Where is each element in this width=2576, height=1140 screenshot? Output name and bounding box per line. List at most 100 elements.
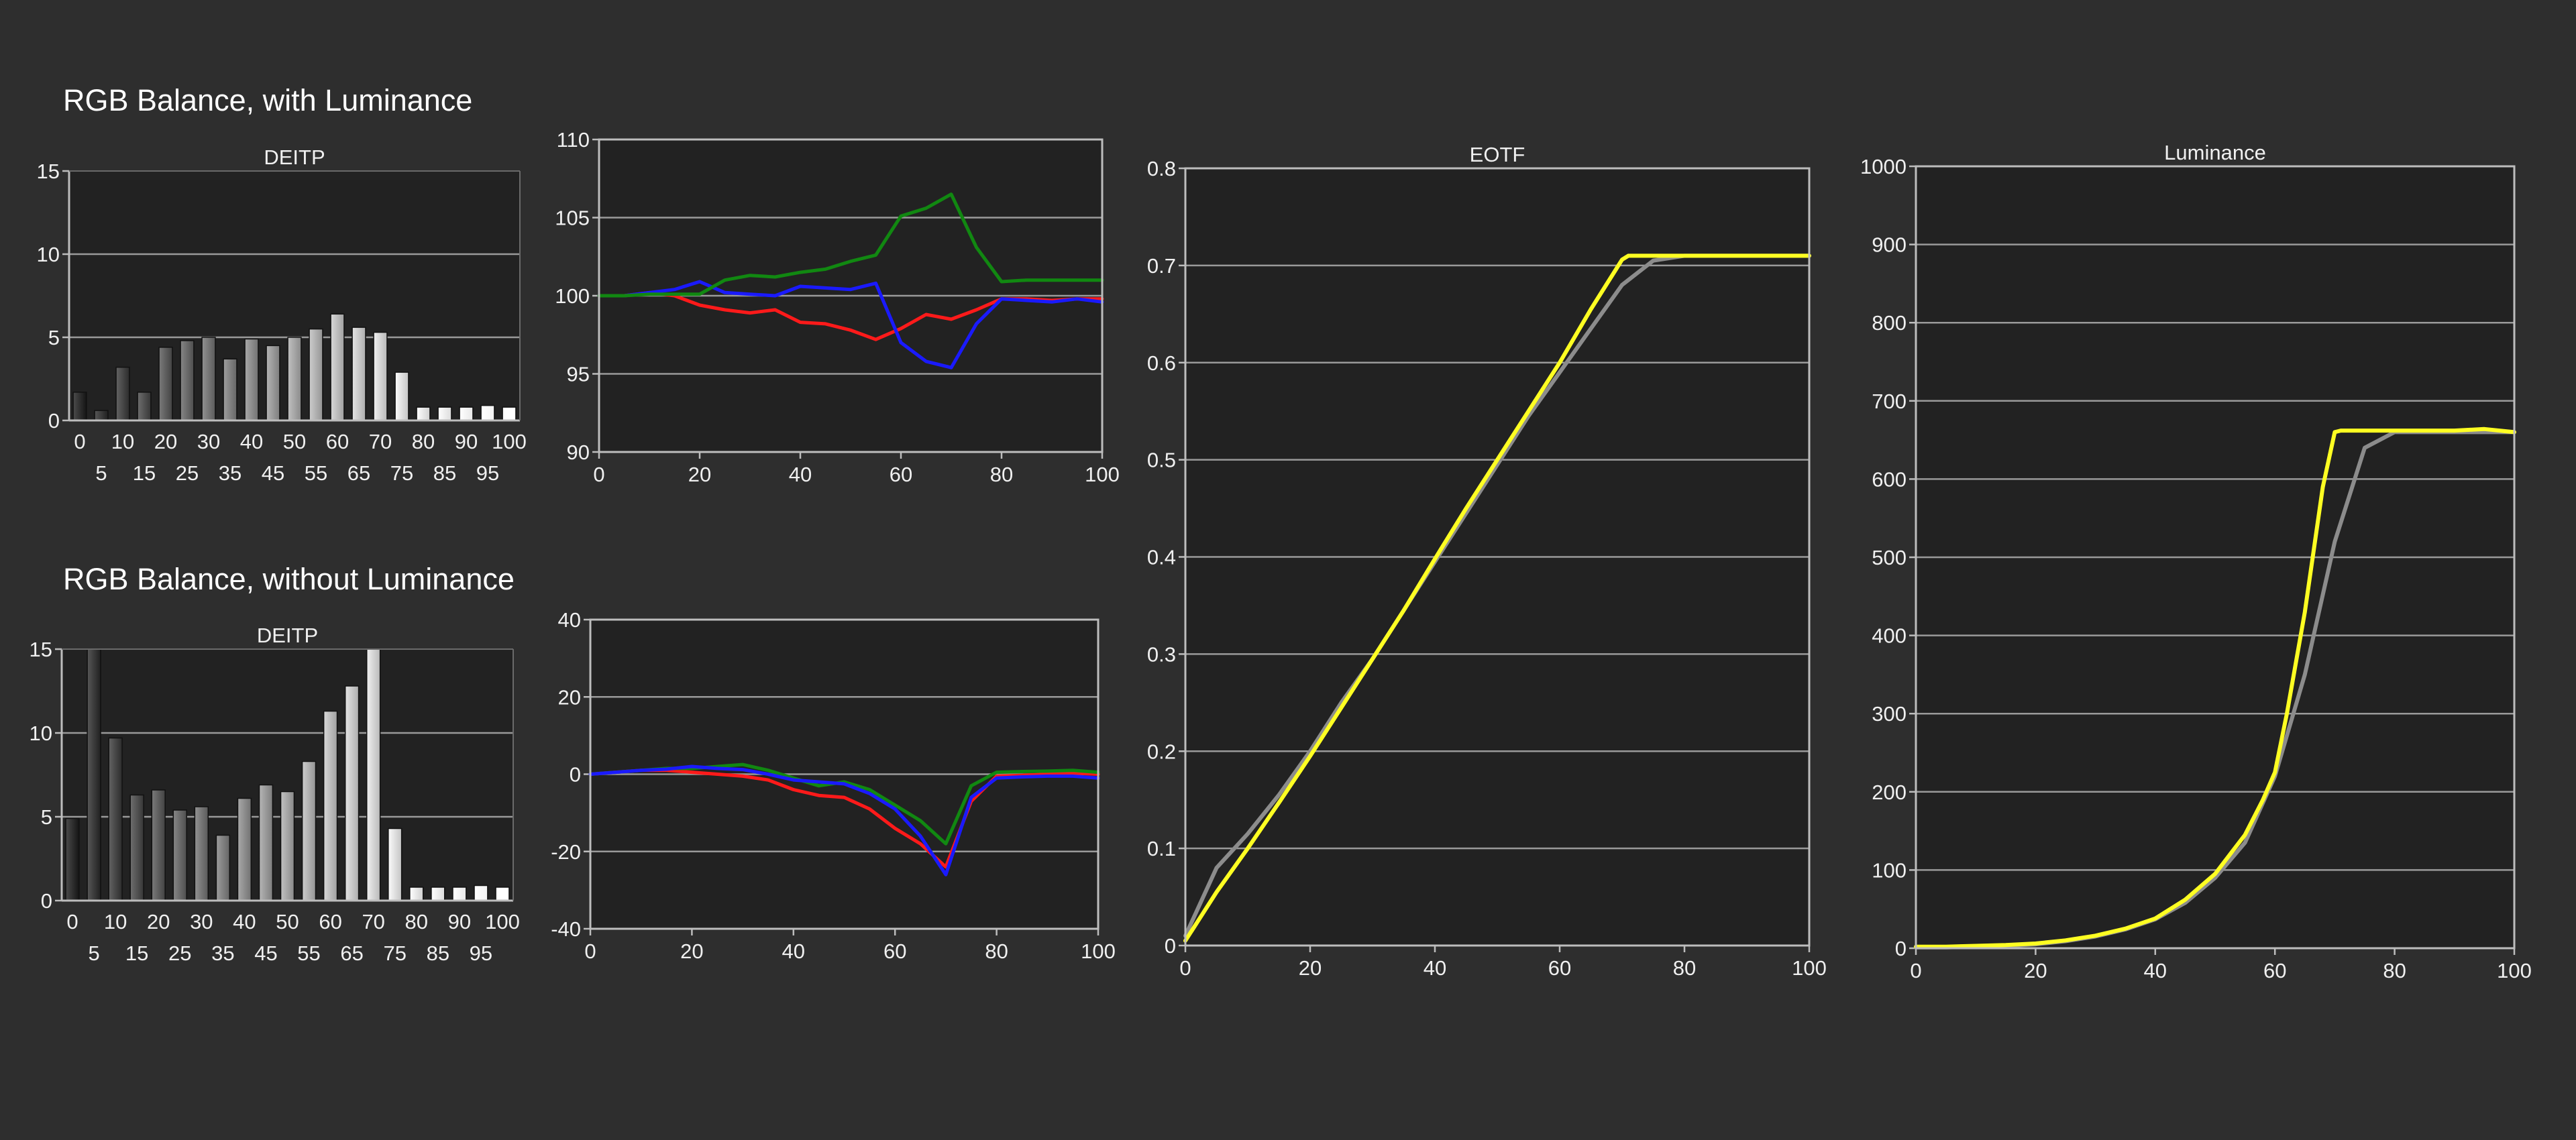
rgb-top-xtick-label: 60	[890, 463, 912, 486]
deitp-bottom-xtick-label: 40	[233, 910, 256, 933]
rgb-top-xtick-label: 100	[1085, 463, 1120, 486]
deitp-bottom-ytick-label: 0	[41, 889, 52, 913]
rgb-bottom-xtick-label: 0	[584, 939, 596, 963]
deitp-bottom-xtick-label: 75	[383, 942, 406, 965]
deitp-bottom-group: 051015DEITP05101520253035404550556065707…	[30, 624, 520, 965]
deitp-bottom-bar-45	[258, 784, 274, 901]
eotf-ytick-label: 0.1	[1147, 837, 1176, 860]
luminance-ytick-label: 700	[1872, 390, 1907, 413]
deitp-top-xtick-label: 60	[326, 430, 349, 453]
deitp-top-xtick-label: 70	[369, 430, 392, 453]
deitp-top-title: DEITP	[264, 146, 325, 169]
deitp-bottom-xtick-label: 90	[448, 910, 471, 933]
luminance-xtick-label: 100	[2497, 959, 2532, 982]
deitp-bottom-ytick-label: 15	[30, 638, 52, 661]
deitp-top-bar-85	[437, 406, 452, 421]
eotf-ytick-label: 0.7	[1147, 254, 1176, 278]
luminance-ytick-label: 600	[1872, 467, 1907, 491]
deitp-top-xtick-label: 55	[305, 461, 327, 485]
luminance-title: Luminance	[2164, 141, 2266, 164]
deitp-top-xtick-label: 20	[154, 430, 177, 453]
luminance-ytick-label: 800	[1872, 311, 1907, 335]
deitp-top-bar-65	[352, 327, 366, 421]
luminance-xtick-label: 0	[1910, 959, 1921, 982]
luminance-ytick-label: 900	[1872, 233, 1907, 257]
deitp-top-ytick-label: 15	[37, 160, 60, 183]
deitp-top-bar-25	[180, 340, 195, 421]
rgb-bottom-ytick-label: -20	[551, 840, 581, 864]
luminance-chart: 01002003004005006007008009001000Luminanc…	[1860, 141, 2532, 982]
deitp-bottom-bar-70	[366, 648, 381, 901]
deitp-top-bar-15	[137, 392, 152, 421]
luminance-xtick-label: 80	[2383, 959, 2406, 982]
deitp-bottom-xtick-label: 80	[405, 910, 428, 933]
eotf-group: 0 0.1 0.2 0.3 0.4 0.5 0.6 0.7 0.8 EOTF 0 20 40 60 80 10…	[1147, 143, 1827, 980]
deitp-top-bar-45	[266, 345, 280, 421]
deitp-top-xtick-label: 75	[390, 461, 413, 485]
deitp-chart-without-luminance: 051015DEITP05101520253035404550556065707…	[30, 624, 520, 965]
deitp-top-bar-95	[480, 404, 495, 421]
deitp-top-bar-75	[394, 372, 409, 421]
deitp-bottom-bar-30	[194, 806, 209, 901]
eotf-xtick-label: 60	[1548, 956, 1571, 980]
deitp-bottom-bar-100	[495, 887, 510, 901]
deitp-bottom-bar-15	[129, 794, 144, 901]
deitp-top-bar-0	[72, 392, 87, 421]
deitp-bottom-bar-50	[280, 791, 295, 901]
deitp-top-xtick-label: 100	[492, 430, 527, 453]
deitp-bottom-ytick-label: 5	[41, 805, 52, 829]
deitp-bottom-xtick-label: 55	[297, 942, 320, 965]
eotf-frame	[1184, 167, 1811, 947]
deitp-bottom-xtick-label: 20	[147, 910, 170, 933]
rgb-bottom-frame	[589, 618, 1099, 930]
rgb-bottom-xtick-label: 20	[680, 939, 703, 963]
eotf-chart: 0 0.1 0.2 0.3 0.4 0.5 0.6 0.7 0.8 EOTF 0 20 40 60 80 10…	[1147, 143, 1827, 980]
rgb-top-ytick-label: 90	[567, 441, 590, 464]
deitp-bottom-bar-25	[172, 809, 187, 901]
rgb-balance-chart-without-luminance: -40 -20 0 20 40 0 20 40 60 80 100	[551, 608, 1116, 963]
deitp-chart-with-luminance: 051015DEITP05101520253035404550556065707…	[37, 146, 527, 485]
luminance-ytick-label: 1000	[1860, 155, 1907, 178]
deitp-bottom-bar-20	[151, 789, 166, 901]
rgb-bottom-xtick-label: 80	[985, 939, 1008, 963]
rgb-bottom-group: -40 -20 0 20 40 0 20 40 60 80 100	[551, 608, 1116, 963]
deitp-top-xtick-label: 50	[283, 430, 306, 453]
deitp-top-xtick-label: 30	[197, 430, 220, 453]
deitp-top-bar-5	[94, 410, 109, 421]
eotf-ytick-label: 0.3	[1147, 642, 1176, 666]
deitp-bottom-xtick-label: 25	[168, 942, 191, 965]
deitp-bottom-xtick-label: 35	[211, 942, 234, 965]
deitp-bottom-bar-85	[431, 887, 445, 901]
deitp-bottom-bar-5	[87, 648, 101, 901]
deitp-bottom-bar-55	[301, 760, 317, 901]
deitp-top-bar-80	[416, 406, 431, 421]
deitp-top-bar-90	[459, 406, 474, 421]
deitp-top-ytick-label: 0	[48, 409, 60, 433]
deitp-top-xtick-label: 0	[74, 430, 85, 453]
deitp-top-xtick-label: 90	[455, 430, 478, 453]
rgb-bottom-ytick-label: 40	[558, 608, 581, 632]
deitp-bottom-xtick-label: 85	[427, 942, 449, 965]
deitp-bottom-xtick-label: 45	[254, 942, 277, 965]
deitp-top-bar-40	[244, 338, 259, 421]
deitp-bottom-xtick-label: 0	[66, 910, 78, 933]
deitp-top-xtick-label: 45	[262, 461, 284, 485]
deitp-bottom-xtick-label: 70	[362, 910, 384, 933]
rgb-top-xtick-label: 20	[688, 463, 711, 486]
deitp-bottom-bar-35	[215, 834, 231, 901]
deitp-bottom-xtick-label: 5	[88, 942, 99, 965]
deitp-top-bar-100	[502, 406, 517, 421]
luminance-ytick-label: 400	[1872, 624, 1907, 648]
luminance-ytick-label: 200	[1872, 781, 1907, 804]
deitp-bottom-ytick-label: 10	[30, 722, 52, 745]
rgb-top-frame	[598, 138, 1104, 453]
deitp-bottom-bar-65	[344, 685, 360, 901]
deitp-top-xtick-label: 10	[111, 430, 134, 453]
luminance-ytick-label: 0	[1895, 937, 1907, 960]
luminance-xtick-label: 20	[2024, 959, 2047, 982]
deitp-top-group: 051015DEITP05101520253035404550556065707…	[37, 146, 527, 485]
rgb-top-xtick-label: 80	[990, 463, 1013, 486]
deitp-top-bar-30	[201, 337, 216, 421]
section-title-without-luminance: RGB Balance, without Luminance	[63, 562, 515, 596]
luminance-xtick-label: 40	[2144, 959, 2167, 982]
